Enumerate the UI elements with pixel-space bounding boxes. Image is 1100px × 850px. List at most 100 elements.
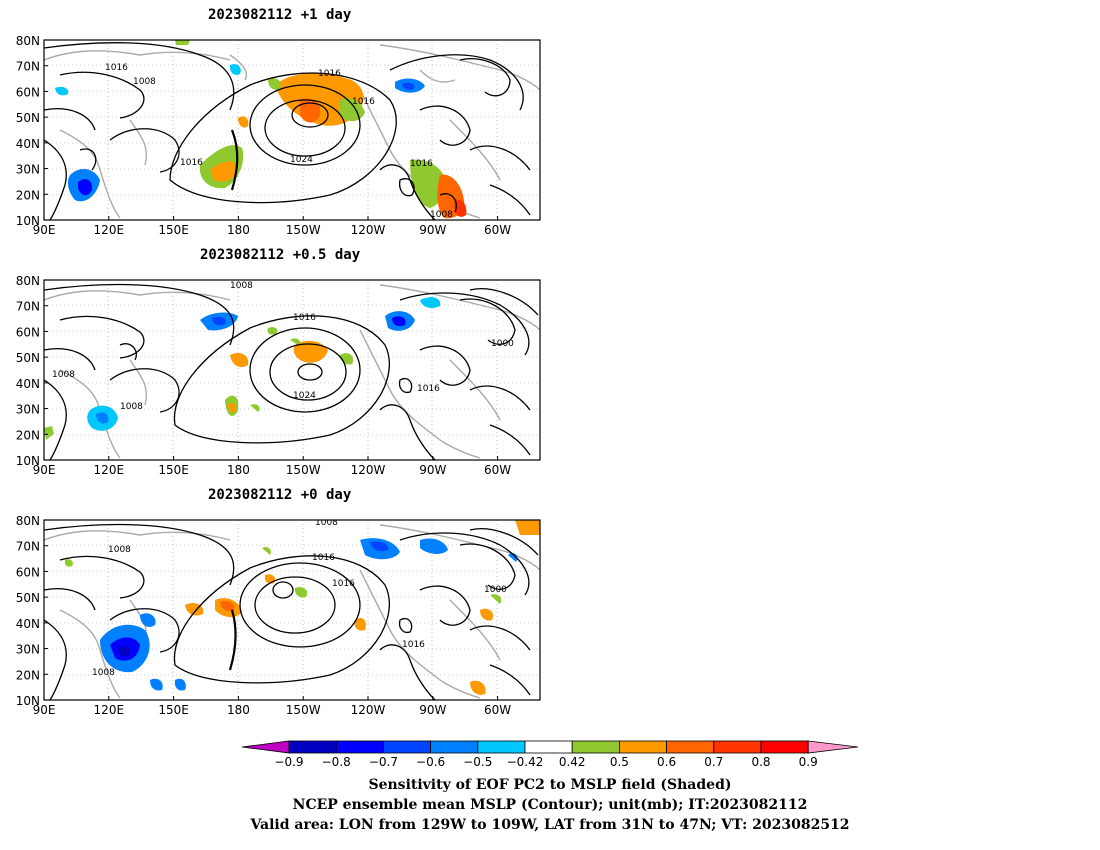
colorbar: −0.9 −0.8 −0.7 −0.6 −0.5 −0.42 0.42 0.5 0.6 0.7 0.… [241, 740, 859, 769]
lon-tick-label: 180 [227, 463, 250, 477]
colorbar-swatch [619, 740, 668, 754]
contour-label: 1016 [417, 384, 440, 394]
lat-tick-label: 80N [16, 274, 40, 288]
colorbar-swatch [524, 740, 573, 754]
colorbar-swatch [666, 740, 715, 754]
panel-1-title: 2023082112 +1 day [208, 7, 352, 23]
colorbar-label: −0.6 [416, 755, 445, 769]
colorbar-extend-high [807, 740, 859, 754]
colorbar-label: −0.7 [369, 755, 398, 769]
lon-tick-label: 150E [158, 463, 189, 477]
map-frame [43, 519, 541, 701]
contour-label: 1008 [230, 281, 253, 291]
lon-tick-label: 150W [286, 223, 321, 237]
lat-tick-label: 10N [16, 454, 40, 468]
lon-tick-label: 60W [484, 463, 511, 477]
colorbar-label: 0.9 [799, 755, 818, 769]
contour-label: 1016 [312, 553, 335, 563]
lat-tick-label: 70N [16, 300, 40, 314]
lon-tick-label: 180 [227, 703, 250, 717]
gridlines [44, 280, 540, 460]
lat-tick-label: 30N [16, 163, 40, 177]
contour-label: 1016 [318, 69, 341, 79]
lat-tick-label: 80N [16, 514, 40, 528]
lat-tick-label: 70N [16, 60, 40, 74]
colorbar-label: 0.5 [610, 755, 629, 769]
caption-line-1: Sensitivity of EOF PC2 to MSLP field (Sh… [368, 777, 732, 793]
colorbar-swatch [288, 740, 337, 754]
colorbar-extend-low [241, 740, 290, 754]
colorbar-swatch [382, 740, 431, 754]
lon-tick-label: 60W [484, 703, 511, 717]
lat-tick-label: 40N [16, 137, 40, 151]
contour-label: 1016 [180, 158, 203, 168]
contour-label: 1016 [402, 640, 425, 650]
lon-tick-label: 90E [33, 703, 56, 717]
contour-label: 1008 [120, 402, 143, 412]
lon-tick-label: 120E [94, 703, 125, 717]
contour-label: 1016 [352, 97, 375, 107]
lat-tick-label: 50N [16, 111, 40, 125]
lat-tick-label: 60N [16, 85, 40, 99]
gridlines [44, 520, 540, 700]
mslp-contours [44, 283, 539, 460]
lat-tick-label: 20N [16, 428, 40, 442]
colorbar-label: 0.42 [559, 755, 586, 769]
colorbar-label: −0.8 [322, 755, 351, 769]
contour-label: 1016 [332, 579, 355, 589]
colorbar-swatch [477, 740, 526, 754]
contour-label: 1016 [105, 63, 128, 73]
lon-tick-label: 90W [419, 223, 446, 237]
lon-tick-label: 150W [286, 703, 321, 717]
mslp-contours [44, 523, 539, 700]
lon-tick-label: 90E [33, 463, 56, 477]
map-panel-3: 1008 1008 1016 1016 1000 1016 1008 [43, 518, 541, 701]
contour-label: 1016 [410, 159, 433, 169]
lon-tick-label: 150E [158, 703, 189, 717]
lon-tick-label: 120E [94, 223, 125, 237]
lat-tick-label: 40N [16, 617, 40, 631]
lat-tick-label: 60N [16, 565, 40, 579]
panel-3-title: 2023082112 +0 day [208, 487, 352, 503]
lon-tick-label: 120E [94, 463, 125, 477]
lat-tick-label: 10N [16, 214, 40, 228]
lat-tick-label: 20N [16, 188, 40, 202]
contour-label: 1000 [484, 585, 507, 595]
map-frame [43, 39, 541, 221]
lon-tick-label: 60W [484, 223, 511, 237]
colorbar-label: 0.7 [704, 755, 723, 769]
contour-label: 1000 [491, 339, 514, 349]
colorbar-swatch [760, 740, 809, 754]
contour-label: 1008 [315, 518, 338, 528]
lat-tick-label: 20N [16, 668, 40, 682]
lat-tick-label: 10N [16, 694, 40, 708]
lon-tick-label: 150W [286, 463, 321, 477]
lat-tick-label: 40N [16, 377, 40, 391]
lon-tick-label: 120W [351, 703, 386, 717]
colorbar-swatch [335, 740, 384, 754]
sensitivity-shading [44, 297, 441, 440]
contour-label: 1008 [430, 210, 453, 220]
contour-label: 1008 [92, 668, 115, 678]
coastlines [44, 284, 540, 459]
caption-line-2: NCEP ensemble mean MSLP (Contour); unit(… [292, 797, 808, 813]
sensitivity-shading [55, 40, 467, 219]
contour-label: 1008 [52, 370, 75, 380]
colorbar-label: −0.9 [274, 755, 303, 769]
colorbar-swatch [571, 740, 620, 754]
lat-tick-label: 50N [16, 591, 40, 605]
lon-tick-label: 150E [158, 223, 189, 237]
colorbar-swatch [430, 740, 479, 754]
colorbar-swatch [713, 740, 762, 754]
caption-line-3: Valid area: LON from 129W to 109W, LAT f… [250, 817, 850, 833]
lat-tick-label: 80N [16, 34, 40, 48]
colorbar-label: 0.6 [657, 755, 676, 769]
lon-tick-label: 90E [33, 223, 56, 237]
lat-tick-label: 50N [16, 351, 40, 365]
lon-tick-label: 90W [419, 463, 446, 477]
contour-label: 1024 [293, 391, 316, 401]
contour-label: 1008 [108, 545, 131, 555]
lon-tick-label: 120W [351, 463, 386, 477]
lat-tick-label: 30N [16, 403, 40, 417]
